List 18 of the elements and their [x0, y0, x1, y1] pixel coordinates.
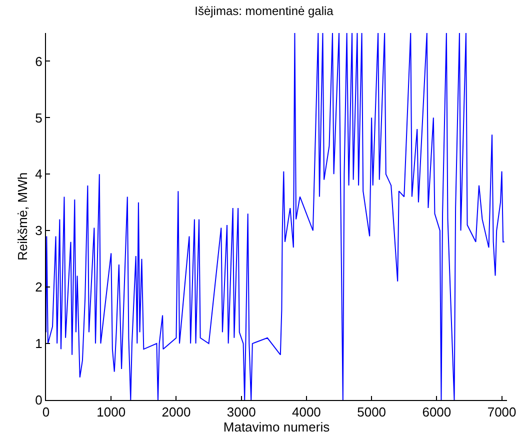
x-tick-label: 5000 — [357, 404, 386, 420]
x-tick-label: 1000 — [96, 404, 126, 420]
y-axis-title: Reikšmė, MWh — [15, 172, 30, 261]
x-tick-label: 6000 — [422, 404, 452, 420]
y-tick-label: 6 — [35, 54, 42, 69]
chart-title: Išėjimas: momentinė galia — [194, 4, 334, 18]
x-tick-label: 7000 — [487, 404, 516, 420]
y-tick-label: 1 — [35, 336, 42, 352]
y-tick-label: 2 — [35, 280, 42, 295]
y-tick-label: 4 — [35, 166, 42, 182]
y-tick-label: 0 — [35, 392, 42, 408]
line-series — [46, 33, 505, 400]
x-tick-label: 3000 — [226, 404, 256, 420]
y-tick-label: 5 — [35, 110, 42, 126]
x-axis-title: Matavimo numeris — [223, 420, 330, 435]
x-tick-label: 2000 — [162, 404, 191, 420]
x-tick-label: 4000 — [292, 404, 321, 420]
y-tick-label: 3 — [35, 223, 42, 238]
